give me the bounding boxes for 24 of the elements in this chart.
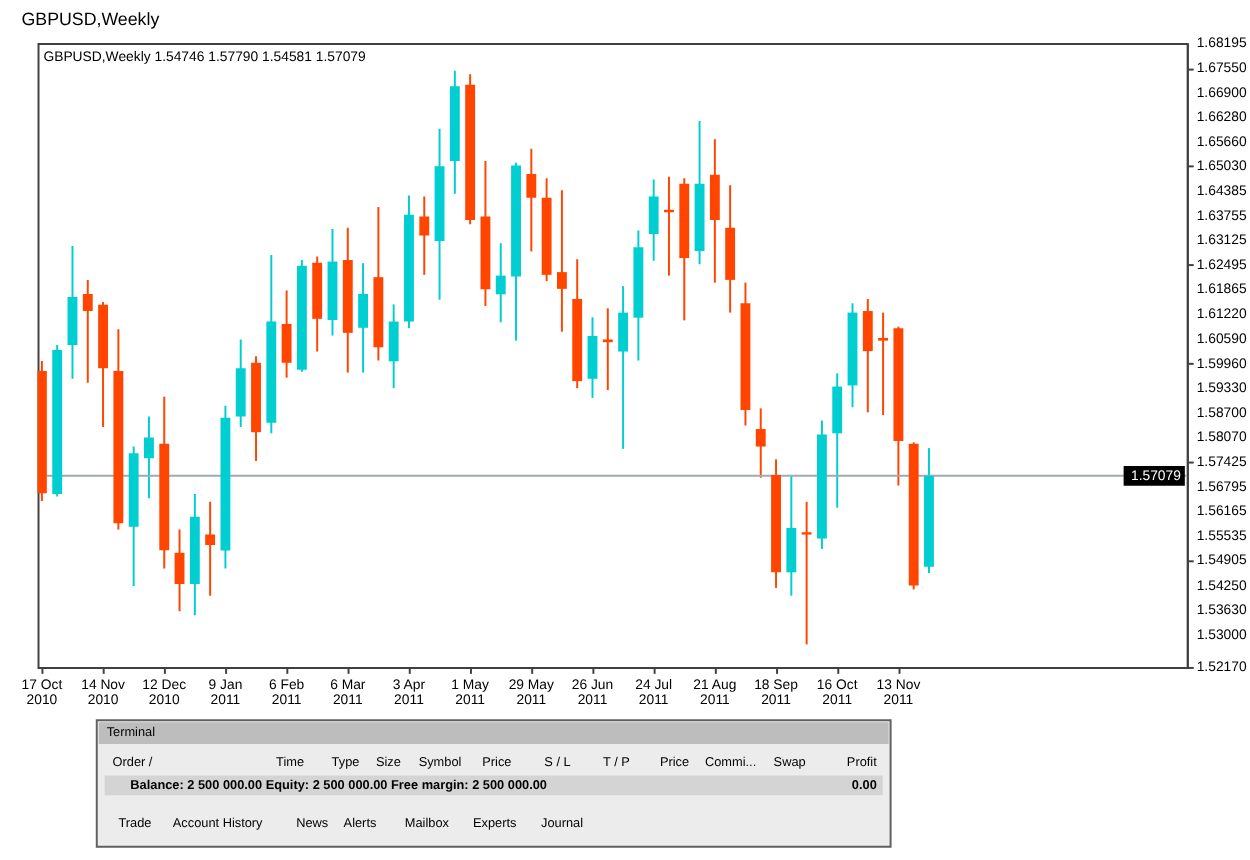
candlestick	[205, 500, 216, 597]
candlestick	[495, 242, 506, 324]
candlestick	[281, 289, 292, 379]
candlestick	[801, 500, 812, 646]
candlestick	[67, 245, 78, 380]
candlestick	[174, 528, 185, 613]
candlestick	[82, 278, 93, 384]
candlestick	[755, 407, 766, 479]
candlestick	[587, 316, 598, 399]
candlestick	[602, 307, 613, 392]
candlestick	[358, 262, 369, 374]
candlestick	[648, 178, 659, 262]
candlestick	[618, 285, 629, 450]
candlestick	[878, 311, 889, 416]
candlestick	[832, 372, 843, 509]
candlestick	[786, 473, 797, 597]
candlestick	[526, 147, 537, 253]
candlestick	[709, 138, 720, 284]
candlestick	[862, 297, 873, 414]
chart-title: GBPUSD,Weekly	[21, 9, 161, 30]
candlestick	[556, 189, 567, 333]
candlestick	[144, 415, 154, 500]
candlestick	[419, 195, 430, 276]
candlestick	[388, 303, 399, 390]
